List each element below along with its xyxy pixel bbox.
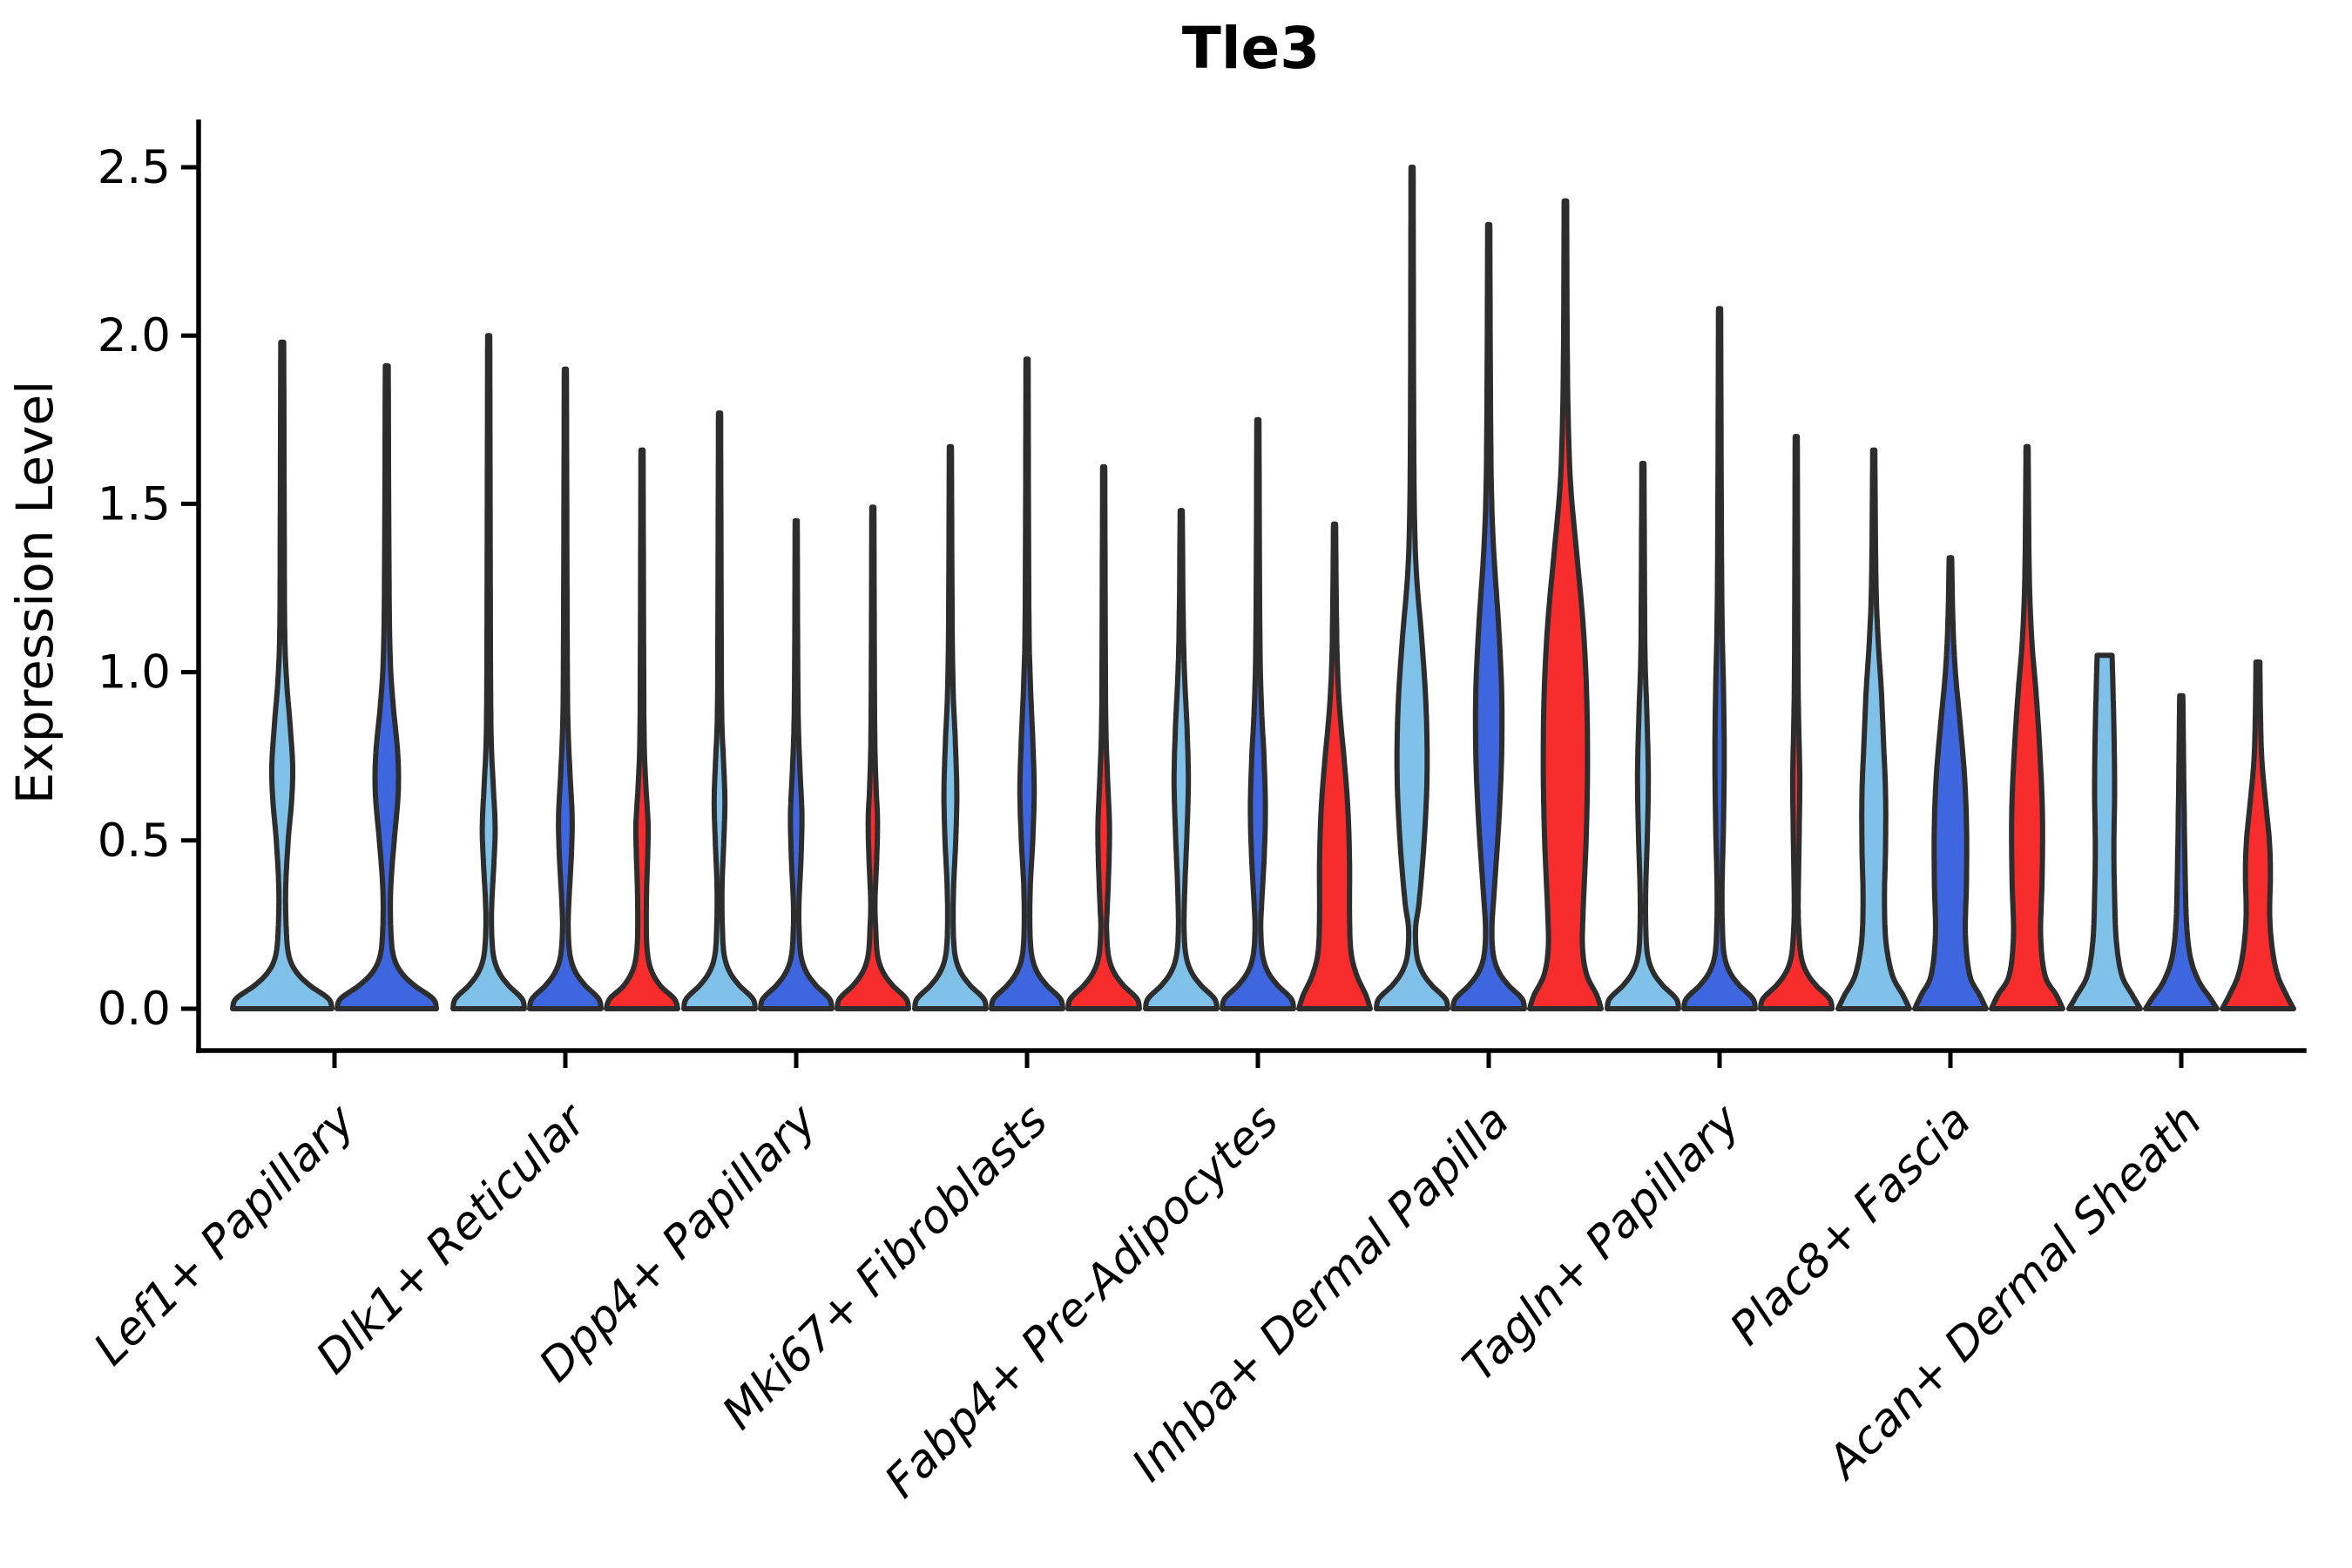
y-tick-label: 0.5: [98, 814, 171, 868]
x-tick-label: Inhba+ Dermal Papilla: [1122, 1095, 1519, 1492]
x-tick-label: Fabp4+ Pre-Adipocytes: [875, 1095, 1289, 1509]
violin-plac8-fascia-red: [1989, 443, 2065, 1011]
violin-fabp4-pre-adipocytes-red: [1296, 521, 1373, 1011]
violin-dpp4-papillary-red: [835, 504, 911, 1011]
violin-acan-dermal-sheath-royal-blue: [2143, 693, 2220, 1011]
violin-lef1-papillary-light-blue: [230, 339, 335, 1011]
x-tick-label: Acan+ Dermal Sheath: [1816, 1095, 2212, 1490]
violin-dlk1-reticular-light-blue: [450, 333, 527, 1011]
violins: [230, 165, 2296, 1011]
violin-lef1-papillary-royal-blue: [335, 363, 439, 1011]
violin-dlk1-reticular-royal-blue: [527, 366, 604, 1011]
violin-fabp4-pre-adipocytes-light-blue: [1143, 508, 1220, 1011]
violin-inhba-dermal-papilla-red: [1527, 198, 1604, 1011]
violin-dpp4-papillary-light-blue: [681, 410, 758, 1011]
violin-fabp4-pre-adipocytes-royal-blue: [1220, 416, 1296, 1011]
violin-mki67-fibroblasts-red: [1065, 463, 1142, 1011]
violin-tagln-papillary-royal-blue: [1681, 306, 1758, 1011]
violin-inhba-dermal-papilla-light-blue: [1374, 165, 1450, 1011]
violin-dlk1-reticular-red: [604, 447, 680, 1011]
violin-plac8-fascia-royal-blue: [1912, 555, 1989, 1011]
violin-tagln-papillary-red: [1758, 434, 1835, 1011]
y-axis-label: Expression Level: [5, 381, 64, 804]
y-tick-label: 0.0: [98, 983, 171, 1036]
plot-title: Tle3: [1182, 15, 1320, 82]
y-tick-labels: 0.0 0.5 1.0 1.5 2.0 2.5: [98, 141, 199, 1036]
violin-dpp4-papillary-royal-blue: [758, 517, 835, 1011]
x-tick-label: Plac8+ Fascia: [1720, 1095, 1981, 1355]
y-tick-label: 2.0: [98, 309, 171, 362]
y-tick-label: 2.5: [98, 141, 171, 194]
violin-inhba-dermal-papilla-royal-blue: [1450, 221, 1527, 1011]
violin-tagln-papillary-light-blue: [1605, 461, 1681, 1011]
violin-mki67-fibroblasts-light-blue: [912, 443, 989, 1011]
axes: [196, 119, 2307, 1053]
y-tick-label: 1.0: [98, 646, 171, 700]
violin-plac8-fascia-light-blue: [1835, 447, 1912, 1011]
violin-acan-dermal-sheath-red: [2220, 659, 2296, 1011]
violin-acan-dermal-sheath-light-blue: [2066, 652, 2143, 1011]
y-tick-label: 1.5: [98, 477, 171, 531]
violin-mki67-fibroblasts-royal-blue: [989, 356, 1065, 1011]
